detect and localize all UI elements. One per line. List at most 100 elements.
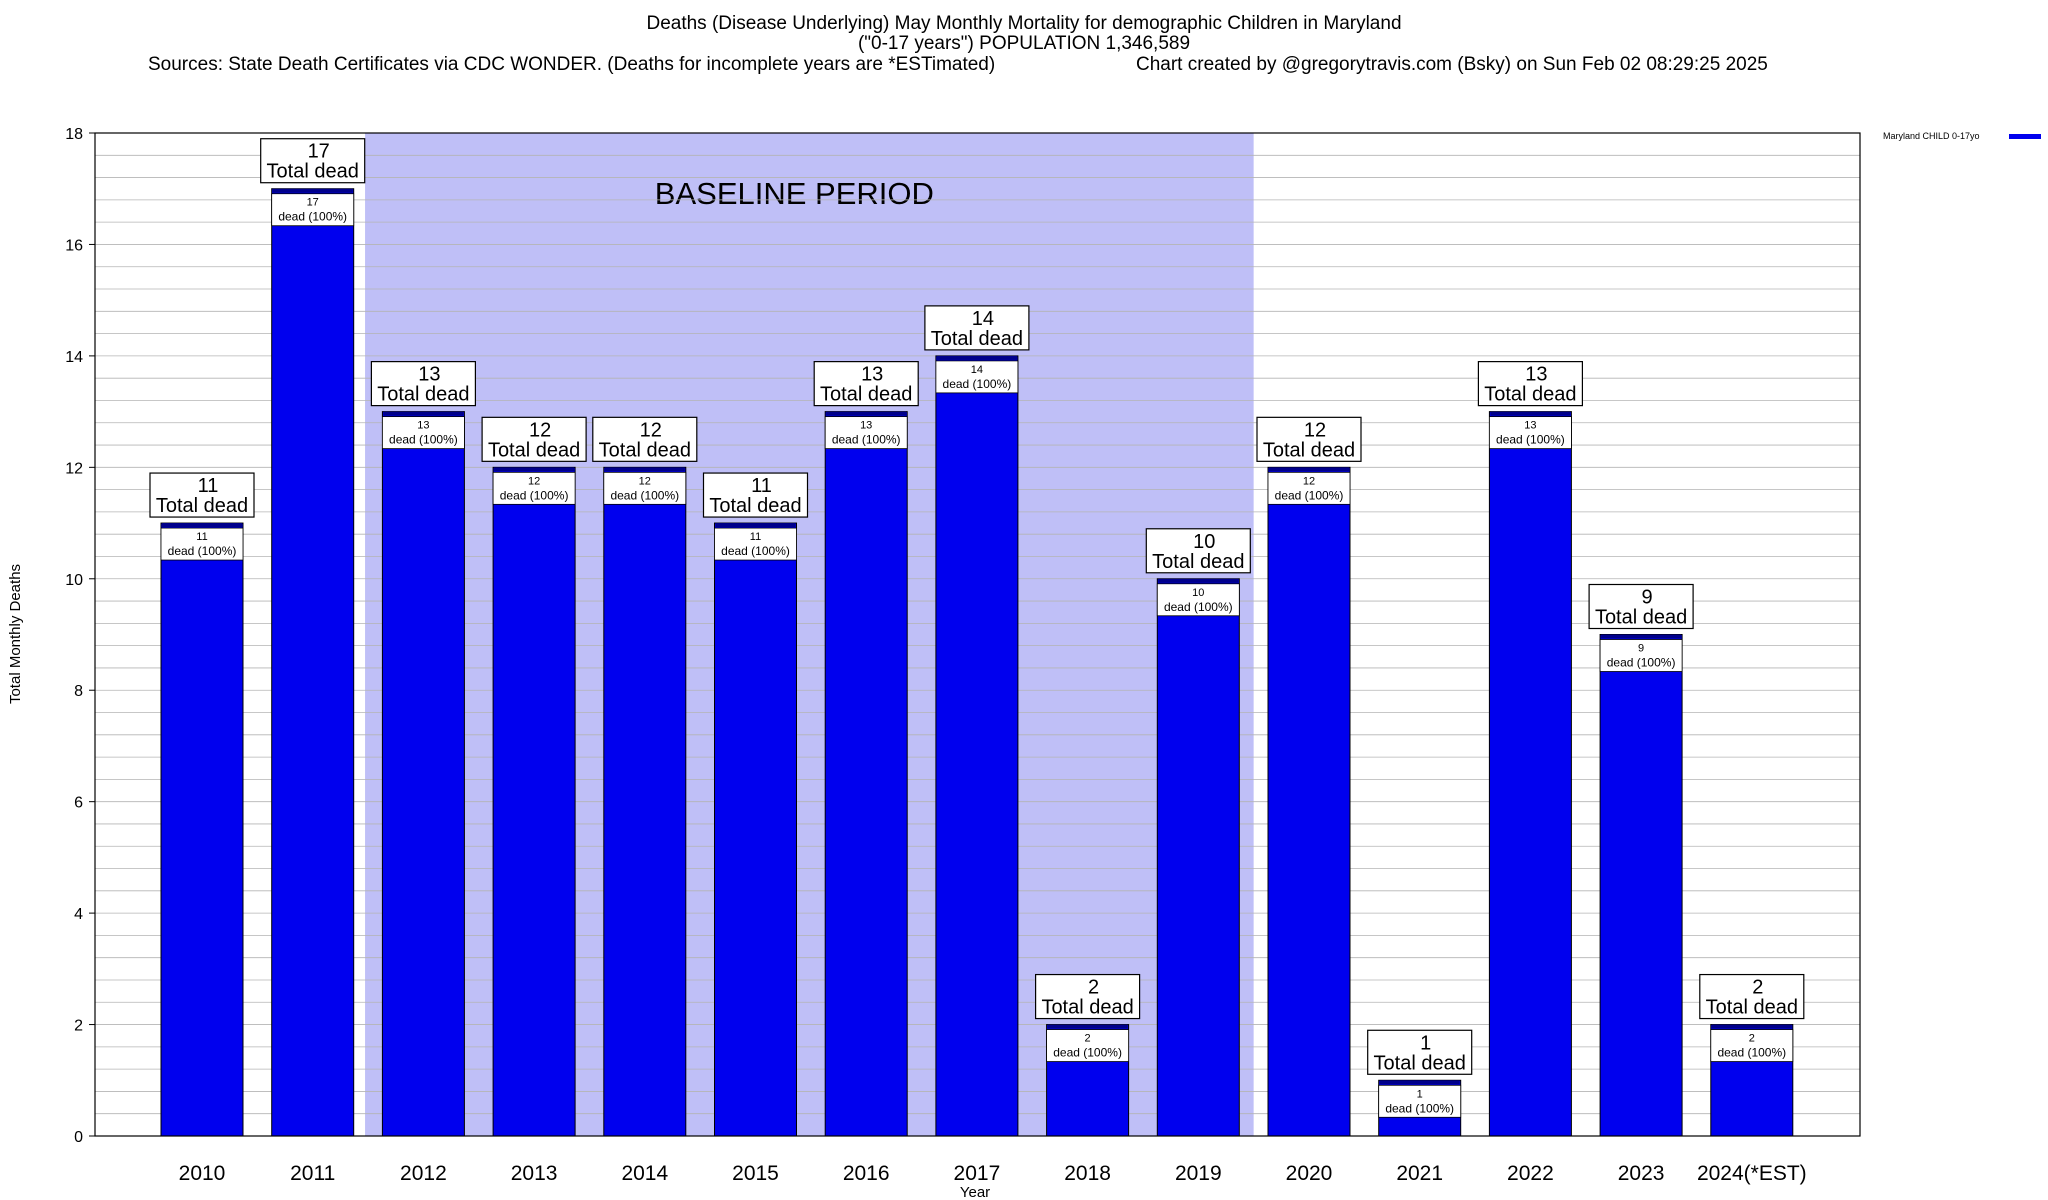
bar-inner-label-box [1710,1029,1794,1062]
bar-inner-pct-label: dead (100%) [1164,600,1233,614]
bar-inner-pct-label: dead (100%) [721,544,790,558]
bar-cap [1601,634,1682,639]
bar-inner-label-box [603,471,687,505]
bar [492,466,576,1137]
y-tick-label: 8 [74,683,83,700]
chart-title-line-2: ("0-17 years") POPULATION 1,346,589 [857,33,1191,54]
plot-frame [94,132,1861,1137]
bar-cap [1379,1080,1460,1085]
bar-total-dead-label: Total dead [267,161,359,183]
bar-total-value-label: 10 [1193,531,1215,553]
bar-inner-label-box [714,527,797,561]
bar-inner-pct-label: dead (100%) [168,544,237,558]
bar [824,411,908,1137]
x-tick-label: 2010 [179,1162,226,1185]
bar-total-value-label: 2 [1752,977,1763,999]
bar-cap [383,411,464,416]
bar-total-label-box [149,472,255,518]
bar-cap [1269,467,1349,472]
bar-inner-value-label: 11 [750,531,761,543]
bar-total-value-label: 2 [1088,977,1099,999]
bar [1156,578,1240,1137]
bar-inner-value-label: 13 [860,420,872,432]
bar-total-value-label: 9 [1642,587,1653,609]
legend-series-label: Maryland CHILD 0-17yo [1883,131,1980,141]
bar-total-dead-label: Total dead [709,495,801,517]
bar-total-dead-label: Total dead [1706,997,1798,1019]
y-tick-label: 12 [65,460,83,477]
bar-inner-pct-label: dead (100%) [1385,1101,1454,1115]
bar-inner-label-box [1378,1084,1462,1118]
bar-inner-value-label: 2 [1085,1033,1091,1045]
bar-total-label-box [481,416,587,462]
bar-inner-pct-label: dead (100%) [1275,488,1344,502]
chart-title-line-1: Deaths (Disease Underlying) May Monthly … [646,13,1402,34]
y-tick-label: 14 [65,349,83,366]
y-tick-label: 6 [74,795,83,812]
x-tick-label: 2019 [1175,1162,1222,1185]
chart-sources: Sources: State Death Certificates via CD… [148,54,996,75]
bar-total-label-box [1367,1029,1473,1075]
bar-total-dead-label: Total dead [931,328,1023,350]
bar-inner-pct-label: dead (100%) [1053,1046,1122,1060]
bar-total-label-box [370,361,476,407]
bar-total-label-box [1034,973,1141,1020]
bar-inner-label-box [160,527,244,561]
bar-inner-label-box [935,360,1019,394]
bar-inner-value-label: 12 [1303,475,1315,487]
x-tick-label: 2014 [621,1162,668,1185]
bar-cap [162,523,242,528]
bar [935,355,1019,1137]
bar-total-value-label: 1 [1420,1032,1431,1054]
bar-total-label-box [592,416,698,462]
bar-total-label-box [1699,973,1805,1020]
x-axis-label: Year [960,1184,990,1200]
y-tick-label: 18 [65,126,83,143]
bar-cap [936,355,1017,360]
bar-total-label-box [1477,361,1584,407]
bar-total-value-label: 12 [640,419,662,441]
bar-inner-pct-label: dead (100%) [278,210,347,224]
bar-inner-label-box [492,471,576,505]
y-axis-label: Total Monthly Deaths [7,564,24,704]
bar-inner-value-label: 13 [417,420,429,432]
y-tick-label: 16 [65,237,83,254]
bar-total-label-box [1256,416,1362,462]
bar-cap [1490,411,1571,416]
x-tick-label: 2011 [290,1162,335,1185]
baseline-period-label: BASELINE PERIOD [655,176,934,211]
bar-inner-value-label: 10 [1192,587,1204,599]
bar [160,522,244,1137]
bar-inner-label-box [271,193,355,227]
x-tick-label: 2018 [1064,1162,1111,1185]
bar-total-label-box [1145,528,1251,574]
bar-inner-label-box [1267,471,1351,505]
bar-total-dead-label: Total dead [820,384,912,406]
bar-inner-pct-label: dead (100%) [500,488,569,502]
x-tick-label: 2020 [1286,1162,1333,1185]
bar-total-value-label: 11 [198,475,219,497]
bar [271,188,355,1137]
x-tick-label: 2024(*EST) [1697,1162,1807,1185]
bar-inner-value-label: 2 [1749,1033,1755,1045]
x-tick-label: 2016 [843,1162,890,1185]
bar-inner-label-box [381,416,465,450]
bar-inner-value-label: 13 [1524,420,1536,432]
bar-total-label-box [924,305,1030,351]
bar-total-dead-label: Total dead [1374,1052,1466,1074]
bar-total-dead-label: Total dead [1484,384,1576,406]
bar [1599,634,1683,1137]
x-tick-label: 2023 [1618,1162,1665,1185]
bar-inner-pct-label: dead (100%) [1607,656,1676,670]
legend-swatch [2009,134,2041,139]
bar-total-dead-label: Total dead [1152,551,1244,573]
bar-total-value-label: 11 [751,475,772,497]
bar-total-label-box [1588,583,1694,630]
x-tick-label: 2021 [1396,1162,1443,1185]
bar-inner-pct-label: dead (100%) [389,433,458,447]
bar [1267,466,1351,1137]
chart-credit: Chart created by @gregorytravis.com (Bsk… [1136,54,1768,75]
bar-cap [272,188,353,193]
y-tick-label: 4 [74,906,83,923]
